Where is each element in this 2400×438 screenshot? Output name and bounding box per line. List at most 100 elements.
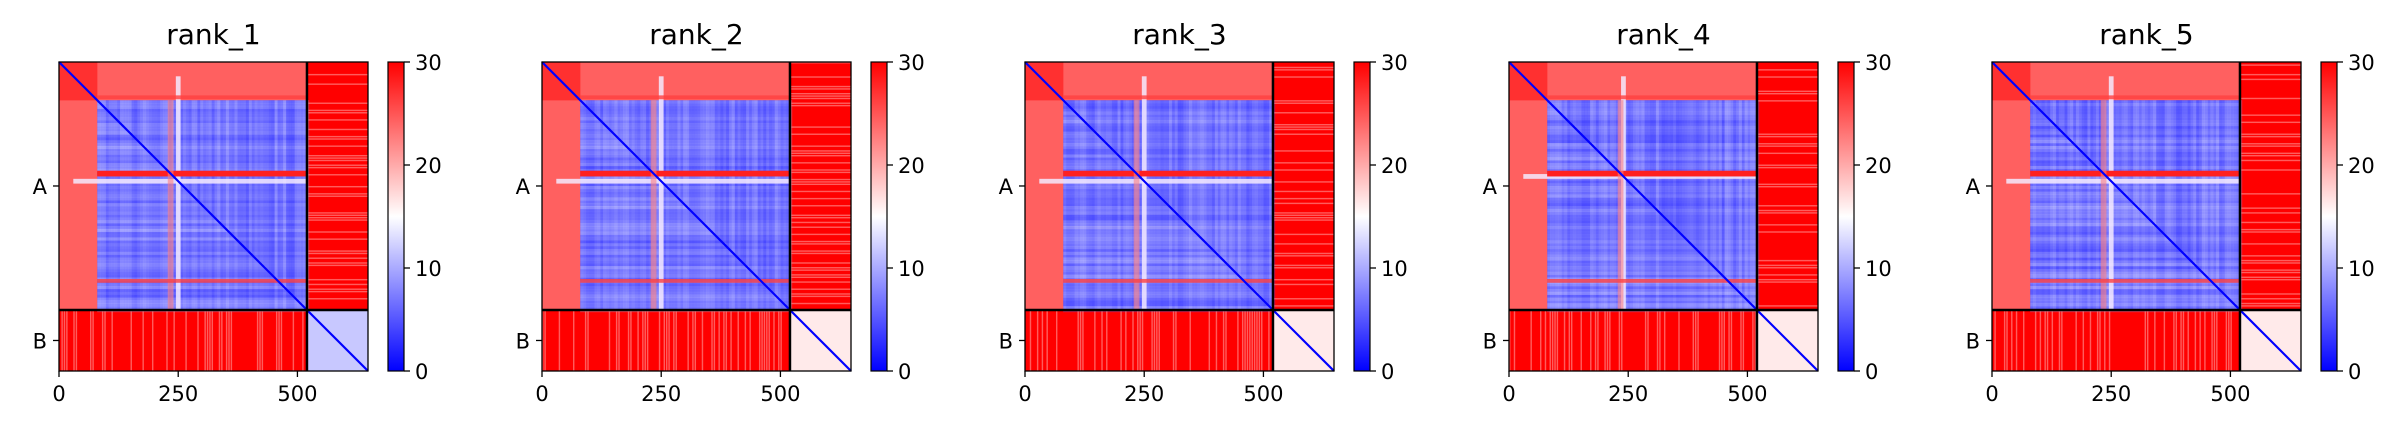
interchain-row — [789, 262, 851, 264]
nterm-col — [542, 100, 581, 310]
texture-row — [580, 125, 790, 130]
texture-col — [634, 100, 638, 310]
texture-col — [643, 100, 647, 310]
texture-col — [783, 100, 787, 310]
texture-col — [711, 100, 715, 310]
nterm-col — [1992, 100, 2031, 310]
texture-col — [137, 100, 141, 310]
texture-col — [665, 100, 670, 310]
texture-col — [1747, 100, 1751, 310]
interchain-row — [1756, 281, 1818, 283]
texture-row — [2030, 283, 2240, 287]
texture-col — [2078, 100, 2082, 310]
texture-row — [2030, 223, 2240, 227]
texture-row — [580, 120, 790, 124]
texture-row — [1063, 268, 1273, 273]
texture-col — [700, 100, 704, 310]
texture-col — [2167, 100, 2171, 310]
interchain-col — [1563, 309, 1566, 371]
texture-row — [97, 145, 307, 150]
interchain-col — [2104, 309, 2106, 371]
texture-col — [623, 100, 627, 310]
interchain-row — [1756, 166, 1818, 169]
texture-row — [97, 128, 307, 132]
texture-col — [628, 100, 632, 310]
interchain-col — [2173, 309, 2175, 371]
interchain-row — [789, 226, 851, 228]
interchain-col — [1251, 309, 1253, 371]
heatmap-cells — [1508, 61, 1819, 372]
texture-col — [605, 100, 610, 310]
interchain-col — [658, 309, 661, 371]
texture-col — [120, 100, 124, 310]
texture-col — [288, 100, 293, 310]
interchain-col — [2034, 309, 2037, 371]
texture-col — [211, 100, 215, 310]
texture-row — [1547, 220, 1757, 224]
texture-col — [2093, 100, 2097, 310]
texture-row — [1063, 263, 1273, 267]
texture-col — [1592, 100, 1597, 310]
interchain-row — [789, 243, 851, 245]
interchain-row — [1272, 212, 1334, 214]
interchain-row — [1756, 92, 1818, 95]
texture-col — [277, 100, 281, 310]
interchain-row — [2239, 269, 2301, 271]
interchain-col — [663, 309, 666, 371]
texture-row — [2030, 134, 2240, 138]
diagonal-line — [1508, 61, 1819, 372]
texture-row — [97, 246, 307, 250]
texture-row — [97, 306, 307, 310]
interchain-row — [1272, 112, 1334, 114]
interchain-col — [2099, 309, 2101, 371]
interchain-col — [1740, 309, 1742, 371]
interchain-row — [1272, 255, 1334, 257]
colorbar-tick-label: 20 — [415, 154, 442, 178]
texture-row — [97, 286, 307, 290]
interchain-col — [1158, 309, 1160, 371]
interchain-col — [2006, 309, 2008, 371]
texture-col — [768, 100, 773, 310]
texture-col — [257, 100, 261, 310]
interchain-col — [584, 309, 587, 371]
interchain-row — [2239, 276, 2301, 279]
texture-row — [580, 240, 790, 244]
texture-row — [580, 191, 790, 195]
texture-col — [1741, 100, 1745, 310]
interchain-col — [1208, 309, 1211, 371]
texture-col — [2053, 100, 2057, 310]
texture-row — [97, 157, 307, 161]
texture-col — [131, 100, 135, 310]
interchain-col — [1597, 309, 1599, 371]
red-row — [97, 278, 307, 283]
texture-col — [777, 100, 781, 310]
texture-col — [2158, 100, 2163, 310]
texture-col — [1203, 100, 1207, 310]
nterm-row — [1547, 62, 1757, 101]
texture-row — [2030, 160, 2240, 164]
interchain-col — [701, 309, 704, 371]
texture-col — [1684, 100, 1688, 310]
texture-row — [580, 228, 790, 233]
interchain-col — [1225, 309, 1227, 371]
interchain-col — [665, 309, 668, 371]
interchain-col — [2204, 309, 2206, 371]
interchain-row — [2239, 114, 2301, 116]
interchain-row — [789, 92, 851, 95]
interchain-col — [1175, 309, 1177, 371]
interchain-row — [2239, 152, 2301, 155]
texture-row — [1063, 123, 1273, 127]
texture-col — [2127, 100, 2131, 310]
interchain-row — [2239, 221, 2301, 224]
texture-row — [1547, 125, 1757, 130]
texture-row — [2030, 131, 2240, 135]
texture-col — [145, 100, 149, 310]
interchain-col — [675, 309, 677, 371]
texture-col — [214, 100, 218, 310]
texture-col — [1174, 100, 1178, 310]
interchain-col — [1241, 309, 1244, 371]
texture-col — [1169, 100, 1173, 310]
interchain-row — [2239, 73, 2301, 76]
texture-col — [608, 100, 612, 310]
colorbar-tick-label: 20 — [898, 154, 925, 178]
